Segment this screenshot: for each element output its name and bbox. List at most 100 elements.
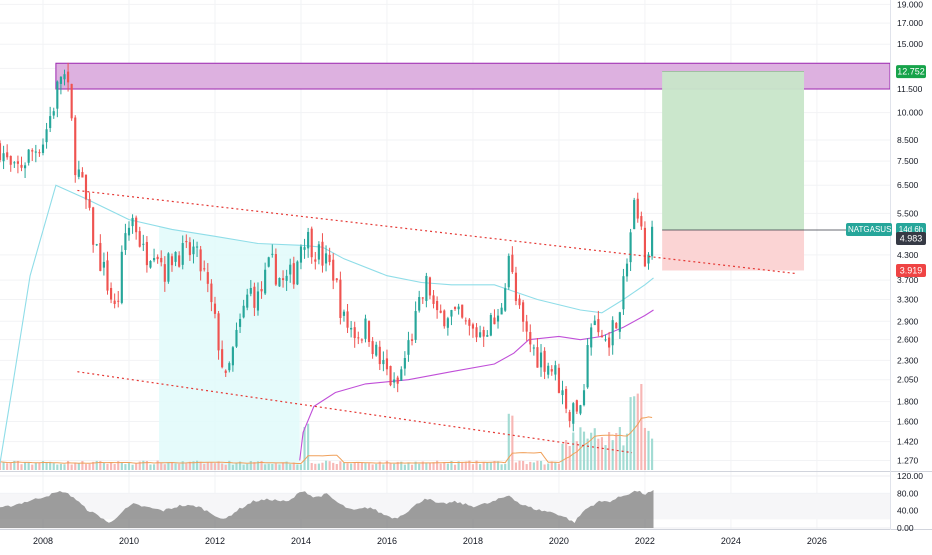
candle-body [550,369,553,372]
candle-body [34,151,37,153]
candle-body [389,365,392,386]
candle-body [335,278,338,281]
candle-body [464,320,467,322]
volume-bar [120,462,123,470]
price-tick-label: 7.500 [897,156,919,166]
candle-body [425,275,428,301]
candle-body [292,263,295,285]
loss-zone[interactable] [662,229,805,271]
candle-body [185,240,188,243]
volume-bar [457,461,460,470]
candle-body [41,144,45,153]
volume-bar [403,464,406,470]
last-price-tag: 4.983 [896,232,926,245]
candle-body [113,300,116,305]
candle-body [52,111,55,116]
volume-bar [504,463,507,470]
volume-moving-average [0,416,653,464]
volume-bar [235,463,238,470]
volume-bar [238,461,242,470]
volume-bar [206,462,209,470]
oscillator-axis[interactable]: 120.00 80.00 40.00 0.00 [897,471,923,533]
volume-bar [285,461,288,470]
volume-bar [0,461,2,470]
profit-zone[interactable] [662,71,805,230]
candle-body [281,278,285,281]
candle-body [70,83,73,119]
volume-bar [242,464,245,470]
channel-upper-line[interactable] [77,189,796,275]
volume-bar [418,463,421,470]
candle-body [0,143,2,161]
volume-bar [317,463,320,470]
volume-bar [181,461,184,470]
candle-body [199,249,202,272]
volume-bar [568,445,571,470]
candle-body [67,71,70,83]
candle-body [529,332,532,345]
volume-bar [310,463,313,470]
candle-body [475,327,478,338]
candle-body [95,244,98,246]
volume-bar [507,413,510,470]
candle-body [217,313,220,351]
volume-bar [24,462,27,470]
candle-body [532,347,535,349]
oscillator-tick-label: 120.00 [897,471,923,481]
time-tick-label: 2014 [291,536,311,546]
volume-bar [281,462,285,470]
candle-body [99,242,102,271]
candle-body [120,251,123,303]
candle-body [400,369,403,381]
candle-body [525,321,528,332]
candle-body [246,294,249,308]
candle-body [511,254,514,273]
candle-body [500,307,503,315]
channel-lower-line[interactable] [77,371,633,454]
time-axis[interactable]: 2008 2010 2012 2014 2016 2018 2020 2022 2024 2026 [33,536,827,546]
volume-bar [539,460,543,470]
candle-body [314,259,317,262]
volume-bar [106,463,109,470]
candle-body [264,269,267,294]
volume-bar [41,460,45,470]
candle-body [13,162,16,164]
price-tick-label: 1.800 [897,397,919,407]
candle-body [231,347,234,366]
volume-bar [550,461,553,470]
volume-bar [493,460,496,470]
candle-body [152,258,156,261]
price-tick-label: 8.500 [897,135,919,145]
candle-body [63,74,66,80]
price-tick-label: 3.300 [897,294,919,304]
candle-body [608,337,611,348]
volume-bar [81,460,84,470]
volume-bar [586,438,589,470]
volume-bar [20,464,23,470]
volume-bar [518,460,521,470]
candle-body [410,339,414,341]
volume-bar [303,426,306,470]
volume-bar [231,464,234,470]
volume-bar [84,464,88,470]
volume-bar [360,462,363,470]
volume-bar [489,462,492,470]
candle-body [418,297,421,311]
price-tick-label: 15.000 [897,39,923,49]
candle-body [203,268,206,270]
volume-bar [228,460,231,470]
candle-body [507,255,510,288]
candle-body [436,300,439,311]
candle-body [102,261,105,268]
volume-bar [611,440,614,470]
candle-body [178,255,181,267]
candle-body [109,288,113,300]
volume-bar [407,462,410,470]
volume-bar [432,462,435,470]
candle-body [486,335,489,337]
main-pane [0,62,890,470]
stop-price-tag: 3.919 [896,264,926,277]
candle-body [450,310,453,317]
volume-bar [367,463,371,470]
